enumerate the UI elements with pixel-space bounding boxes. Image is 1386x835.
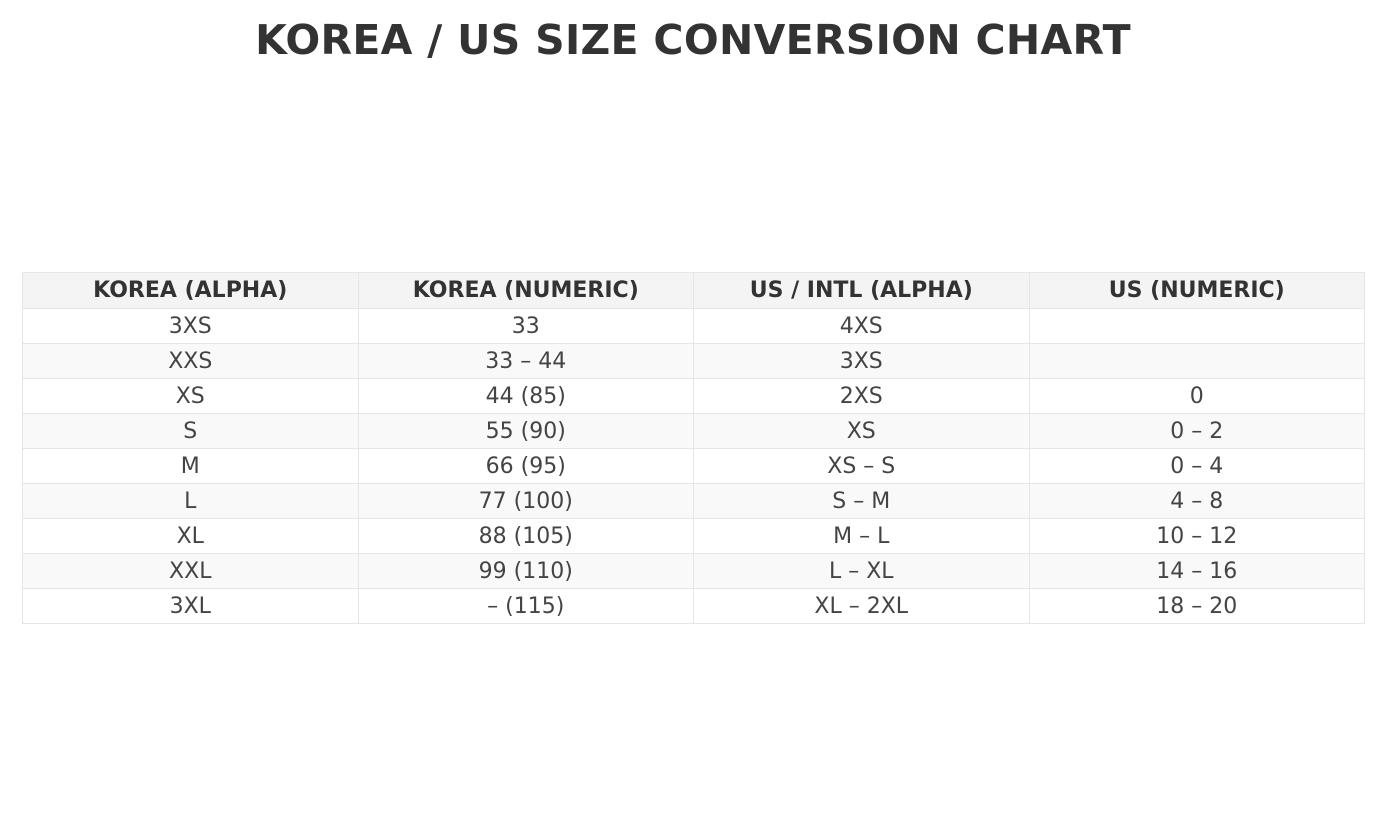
table-row: 3XL – (115) XL – 2XL 18 – 20 (22, 588, 1365, 624)
table-cell: – (115) (357, 588, 694, 624)
table-cell: 3XS (22, 308, 359, 344)
table-row: 3XS 33 4XS (22, 308, 1365, 344)
table-cell: 55 (90) (357, 413, 694, 449)
table-cell: XXL (22, 553, 359, 589)
table-cell: XS (693, 413, 1030, 449)
table-cell: S (22, 413, 359, 449)
table-cell: 33 (357, 308, 694, 344)
column-header: US / INTL (ALPHA) (693, 272, 1030, 309)
table-cell: 3XS (693, 343, 1030, 379)
table-cell (1028, 308, 1365, 344)
table-cell: 99 (110) (357, 553, 694, 589)
column-header: US (NUMERIC) (1028, 272, 1365, 309)
table-cell: 4 – 8 (1028, 483, 1365, 519)
table-cell: 0 – 2 (1028, 413, 1365, 449)
table-cell: 0 – 4 (1028, 448, 1365, 484)
table-row: XXS 33 – 44 3XS (22, 343, 1365, 379)
table-cell: M – L (693, 518, 1030, 554)
table-cell: M (22, 448, 359, 484)
table-cell: XS (22, 378, 359, 414)
table-cell: 18 – 20 (1028, 588, 1365, 624)
table-header-row: KOREA (ALPHA) KOREA (NUMERIC) US / INTL (A… (22, 272, 1365, 309)
table-cell: 33 – 44 (357, 343, 694, 379)
table-cell: XL – 2XL (693, 588, 1030, 624)
table-cell: 77 (100) (357, 483, 694, 519)
table-cell: XS – S (693, 448, 1030, 484)
table-row: XS 44 (85) 2XS 0 (22, 378, 1365, 414)
column-header: KOREA (NUMERIC) (357, 272, 694, 309)
table-cell: 14 – 16 (1028, 553, 1365, 589)
table-cell: XL (22, 518, 359, 554)
size-conversion-table: KOREA (ALPHA) KOREA (NUMERIC) US / INTL (A… (22, 272, 1365, 624)
table-cell: L – XL (693, 553, 1030, 589)
table-cell: L (22, 483, 359, 519)
chart-title: KOREA / US SIZE CONVERSION CHART (255, 16, 1131, 64)
column-header: KOREA (ALPHA) (22, 272, 359, 309)
table-row: S 55 (90) XS 0 – 2 (22, 413, 1365, 449)
table-row: XL 88 (105) M – L 10 – 12 (22, 518, 1365, 554)
table-cell (1028, 343, 1365, 379)
table-cell: 88 (105) (357, 518, 694, 554)
table-cell: XXS (22, 343, 359, 379)
table-cell: S – M (693, 483, 1030, 519)
table-cell: 44 (85) (357, 378, 694, 414)
table-cell: 2XS (693, 378, 1030, 414)
table-cell: 10 – 12 (1028, 518, 1365, 554)
table-body: 3XS 33 4XS XXS 33 – 44 3XS XS 44 (85) 2XS 0 S 55 (9… (22, 308, 1365, 624)
table-row: XXL 99 (110) L – XL 14 – 16 (22, 553, 1365, 589)
table-cell: 4XS (693, 308, 1030, 344)
table-cell: 66 (95) (357, 448, 694, 484)
table-cell: 0 (1028, 378, 1365, 414)
table-cell: 3XL (22, 588, 359, 624)
